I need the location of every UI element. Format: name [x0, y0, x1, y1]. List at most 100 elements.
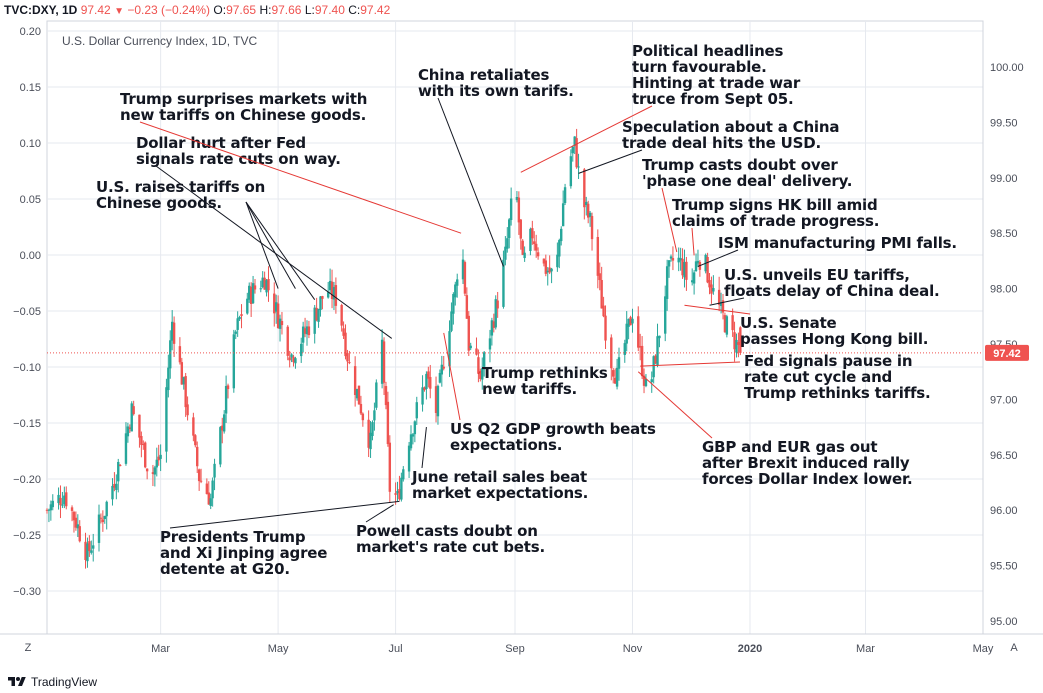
- candle-body[interactable]: [550, 268, 553, 272]
- candle-body[interactable]: [546, 270, 549, 273]
- candle-body[interactable]: [638, 346, 642, 348]
- candle-body[interactable]: [558, 240, 561, 257]
- candle-body[interactable]: [263, 277, 266, 290]
- candle-body[interactable]: [286, 326, 289, 356]
- candle-body[interactable]: [165, 387, 168, 452]
- zoom-button[interactable]: Z: [25, 642, 32, 654]
- candle-body[interactable]: [155, 459, 158, 468]
- candle-body[interactable]: [652, 356, 655, 378]
- candle-body[interactable]: [367, 419, 370, 448]
- candle-body[interactable]: [623, 343, 626, 355]
- candle-body[interactable]: [585, 201, 588, 206]
- candle-body[interactable]: [502, 259, 505, 307]
- candle-body[interactable]: [723, 315, 727, 333]
- candle-body[interactable]: [496, 300, 499, 309]
- candle-body[interactable]: [340, 305, 343, 326]
- candle-body[interactable]: [407, 445, 411, 472]
- candle-body[interactable]: [467, 315, 470, 351]
- candle-body[interactable]: [423, 387, 426, 391]
- candle-body[interactable]: [63, 495, 66, 505]
- candle-body[interactable]: [332, 287, 336, 300]
- candle-body[interactable]: [59, 497, 62, 506]
- candle-body[interactable]: [454, 284, 457, 298]
- candle-body[interactable]: [671, 258, 675, 261]
- candle-body[interactable]: [78, 526, 81, 542]
- candle-body[interactable]: [186, 404, 189, 416]
- candle-body[interactable]: [617, 357, 621, 369]
- candle-body[interactable]: [402, 469, 405, 480]
- candlestick-chart[interactable]: 0.20 0.15 0.10 0.05 0.00 −0.05 −0.10 −0.15 −0.20…: [0, 20, 1043, 671]
- candle-body[interactable]: [207, 492, 210, 505]
- candle-body[interactable]: [300, 343, 303, 357]
- candle-body[interactable]: [126, 426, 130, 437]
- candle-body[interactable]: [569, 156, 573, 187]
- candle-body[interactable]: [560, 228, 563, 242]
- candle-body[interactable]: [717, 289, 721, 305]
- candle-body[interactable]: [180, 362, 184, 385]
- candle-body[interactable]: [226, 385, 230, 390]
- candle-body[interactable]: [436, 385, 440, 417]
- candle-body[interactable]: [86, 543, 89, 562]
- candle-body[interactable]: [288, 357, 291, 361]
- candle-body[interactable]: [627, 318, 630, 327]
- candle-body[interactable]: [411, 434, 415, 437]
- candle-body[interactable]: [348, 362, 351, 364]
- candle-body[interactable]: [182, 377, 185, 385]
- candle-body[interactable]: [631, 318, 634, 324]
- candle-body[interactable]: [637, 316, 640, 348]
- candle-body[interactable]: [398, 489, 401, 500]
- candle-body[interactable]: [128, 427, 132, 430]
- candle-body[interactable]: [194, 435, 197, 446]
- candle-body[interactable]: [490, 320, 494, 336]
- candle-body[interactable]: [612, 370, 615, 377]
- candle-body[interactable]: [118, 465, 122, 467]
- candle-body[interactable]: [138, 414, 141, 438]
- candle-body[interactable]: [440, 364, 444, 375]
- candle-body[interactable]: [629, 317, 632, 326]
- candle-body[interactable]: [706, 256, 709, 283]
- candle-body[interactable]: [213, 463, 216, 478]
- candle-body[interactable]: [205, 483, 209, 495]
- candle-body[interactable]: [425, 373, 428, 390]
- candle-body[interactable]: [259, 288, 262, 290]
- candle-body[interactable]: [49, 504, 53, 511]
- candle-body[interactable]: [344, 332, 347, 357]
- candle-body[interactable]: [224, 385, 228, 414]
- candle-body[interactable]: [665, 266, 669, 299]
- candle-body[interactable]: [375, 382, 378, 408]
- candle-body[interactable]: [145, 468, 149, 472]
- candle-body[interactable]: [142, 443, 145, 446]
- candle-body[interactable]: [506, 238, 509, 249]
- candle-body[interactable]: [238, 316, 241, 320]
- candle-body[interactable]: [533, 241, 536, 245]
- candle-body[interactable]: [61, 504, 64, 506]
- candle-body[interactable]: [159, 454, 162, 459]
- candle-body[interactable]: [721, 300, 725, 313]
- candle-body[interactable]: [448, 331, 451, 367]
- candle-body[interactable]: [438, 372, 442, 383]
- candle-body[interactable]: [97, 514, 101, 543]
- candle-body[interactable]: [481, 368, 484, 380]
- candle-body[interactable]: [575, 138, 578, 168]
- candle-body[interactable]: [307, 326, 311, 336]
- candle-body[interactable]: [169, 340, 172, 369]
- candle-body[interactable]: [301, 326, 305, 343]
- candle-body[interactable]: [492, 321, 496, 328]
- candle-body[interactable]: [294, 358, 297, 364]
- candle-body[interactable]: [482, 352, 486, 367]
- candle-body[interactable]: [361, 413, 365, 421]
- candle-body[interactable]: [99, 517, 103, 519]
- candle-body[interactable]: [400, 477, 403, 500]
- candle-body[interactable]: [92, 545, 95, 549]
- candle-body[interactable]: [710, 284, 713, 294]
- candle-body[interactable]: [577, 166, 580, 168]
- candle-body[interactable]: [571, 146, 574, 154]
- candle-body[interactable]: [144, 442, 147, 468]
- candle-body[interactable]: [72, 511, 76, 521]
- candle-body[interactable]: [544, 260, 548, 274]
- candle-body[interactable]: [536, 252, 540, 257]
- candle-body[interactable]: [178, 346, 182, 363]
- candle-body[interactable]: [369, 432, 372, 450]
- candle-body[interactable]: [656, 336, 659, 366]
- candle-body[interactable]: [479, 370, 482, 379]
